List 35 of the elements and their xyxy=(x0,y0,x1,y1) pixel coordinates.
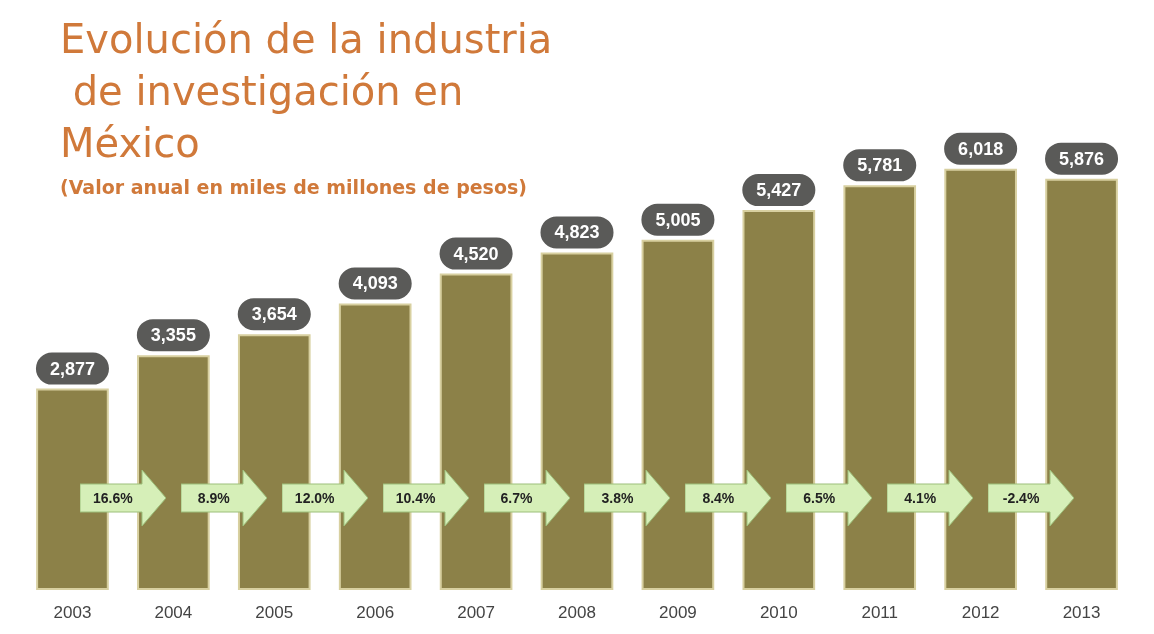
annotation: 4.1% xyxy=(903,490,938,506)
chart-title: Evolución de la industria de investigación en México xyxy=(60,16,553,166)
data-label: 3,355 xyxy=(150,325,196,346)
x-tick-label: 2010 xyxy=(759,603,798,622)
annotation: 8.4% xyxy=(701,490,736,506)
data-label: 5,005 xyxy=(655,209,701,230)
data-label: 4,823 xyxy=(554,222,600,243)
annotation: 6.5% xyxy=(802,490,837,506)
x-tick-label: 2004 xyxy=(154,603,193,622)
chart-subtitle: (Valor anual en miles de millones de pesos) xyxy=(60,175,527,198)
data-label: 6,018 xyxy=(958,138,1004,159)
data-label: 3,654 xyxy=(251,304,297,325)
annotation: 3.8% xyxy=(600,490,635,506)
annotation: 12.0% xyxy=(293,490,336,506)
bar xyxy=(1045,178,1118,590)
annotation: -2.4% xyxy=(1001,490,1041,506)
data-label: 2,877 xyxy=(49,358,95,379)
x-tick-label: 2006 xyxy=(356,603,395,622)
data-label: 5,427 xyxy=(756,180,802,201)
annotation: 10.4% xyxy=(394,490,437,506)
x-tick-label: 2012 xyxy=(961,603,1000,622)
data-label: 5,781 xyxy=(857,155,903,176)
data-label: 5,876 xyxy=(1059,148,1105,169)
x-tick-label: 2009 xyxy=(659,603,697,622)
data-label: 4,520 xyxy=(453,243,499,264)
x-tick-label: 2013 xyxy=(1062,603,1101,622)
annotation: 8.9% xyxy=(196,490,231,506)
x-tick-label: 2011 xyxy=(861,603,899,622)
x-tick-label: 2003 xyxy=(53,603,92,622)
data-label: 4,093 xyxy=(352,273,398,294)
x-tick-label: 2007 xyxy=(457,603,495,622)
x-tick-label: 2008 xyxy=(558,603,596,622)
x-tick-label: 2005 xyxy=(255,603,294,622)
annotation: 6.7% xyxy=(499,490,534,506)
annotation: 16.6% xyxy=(92,490,134,506)
